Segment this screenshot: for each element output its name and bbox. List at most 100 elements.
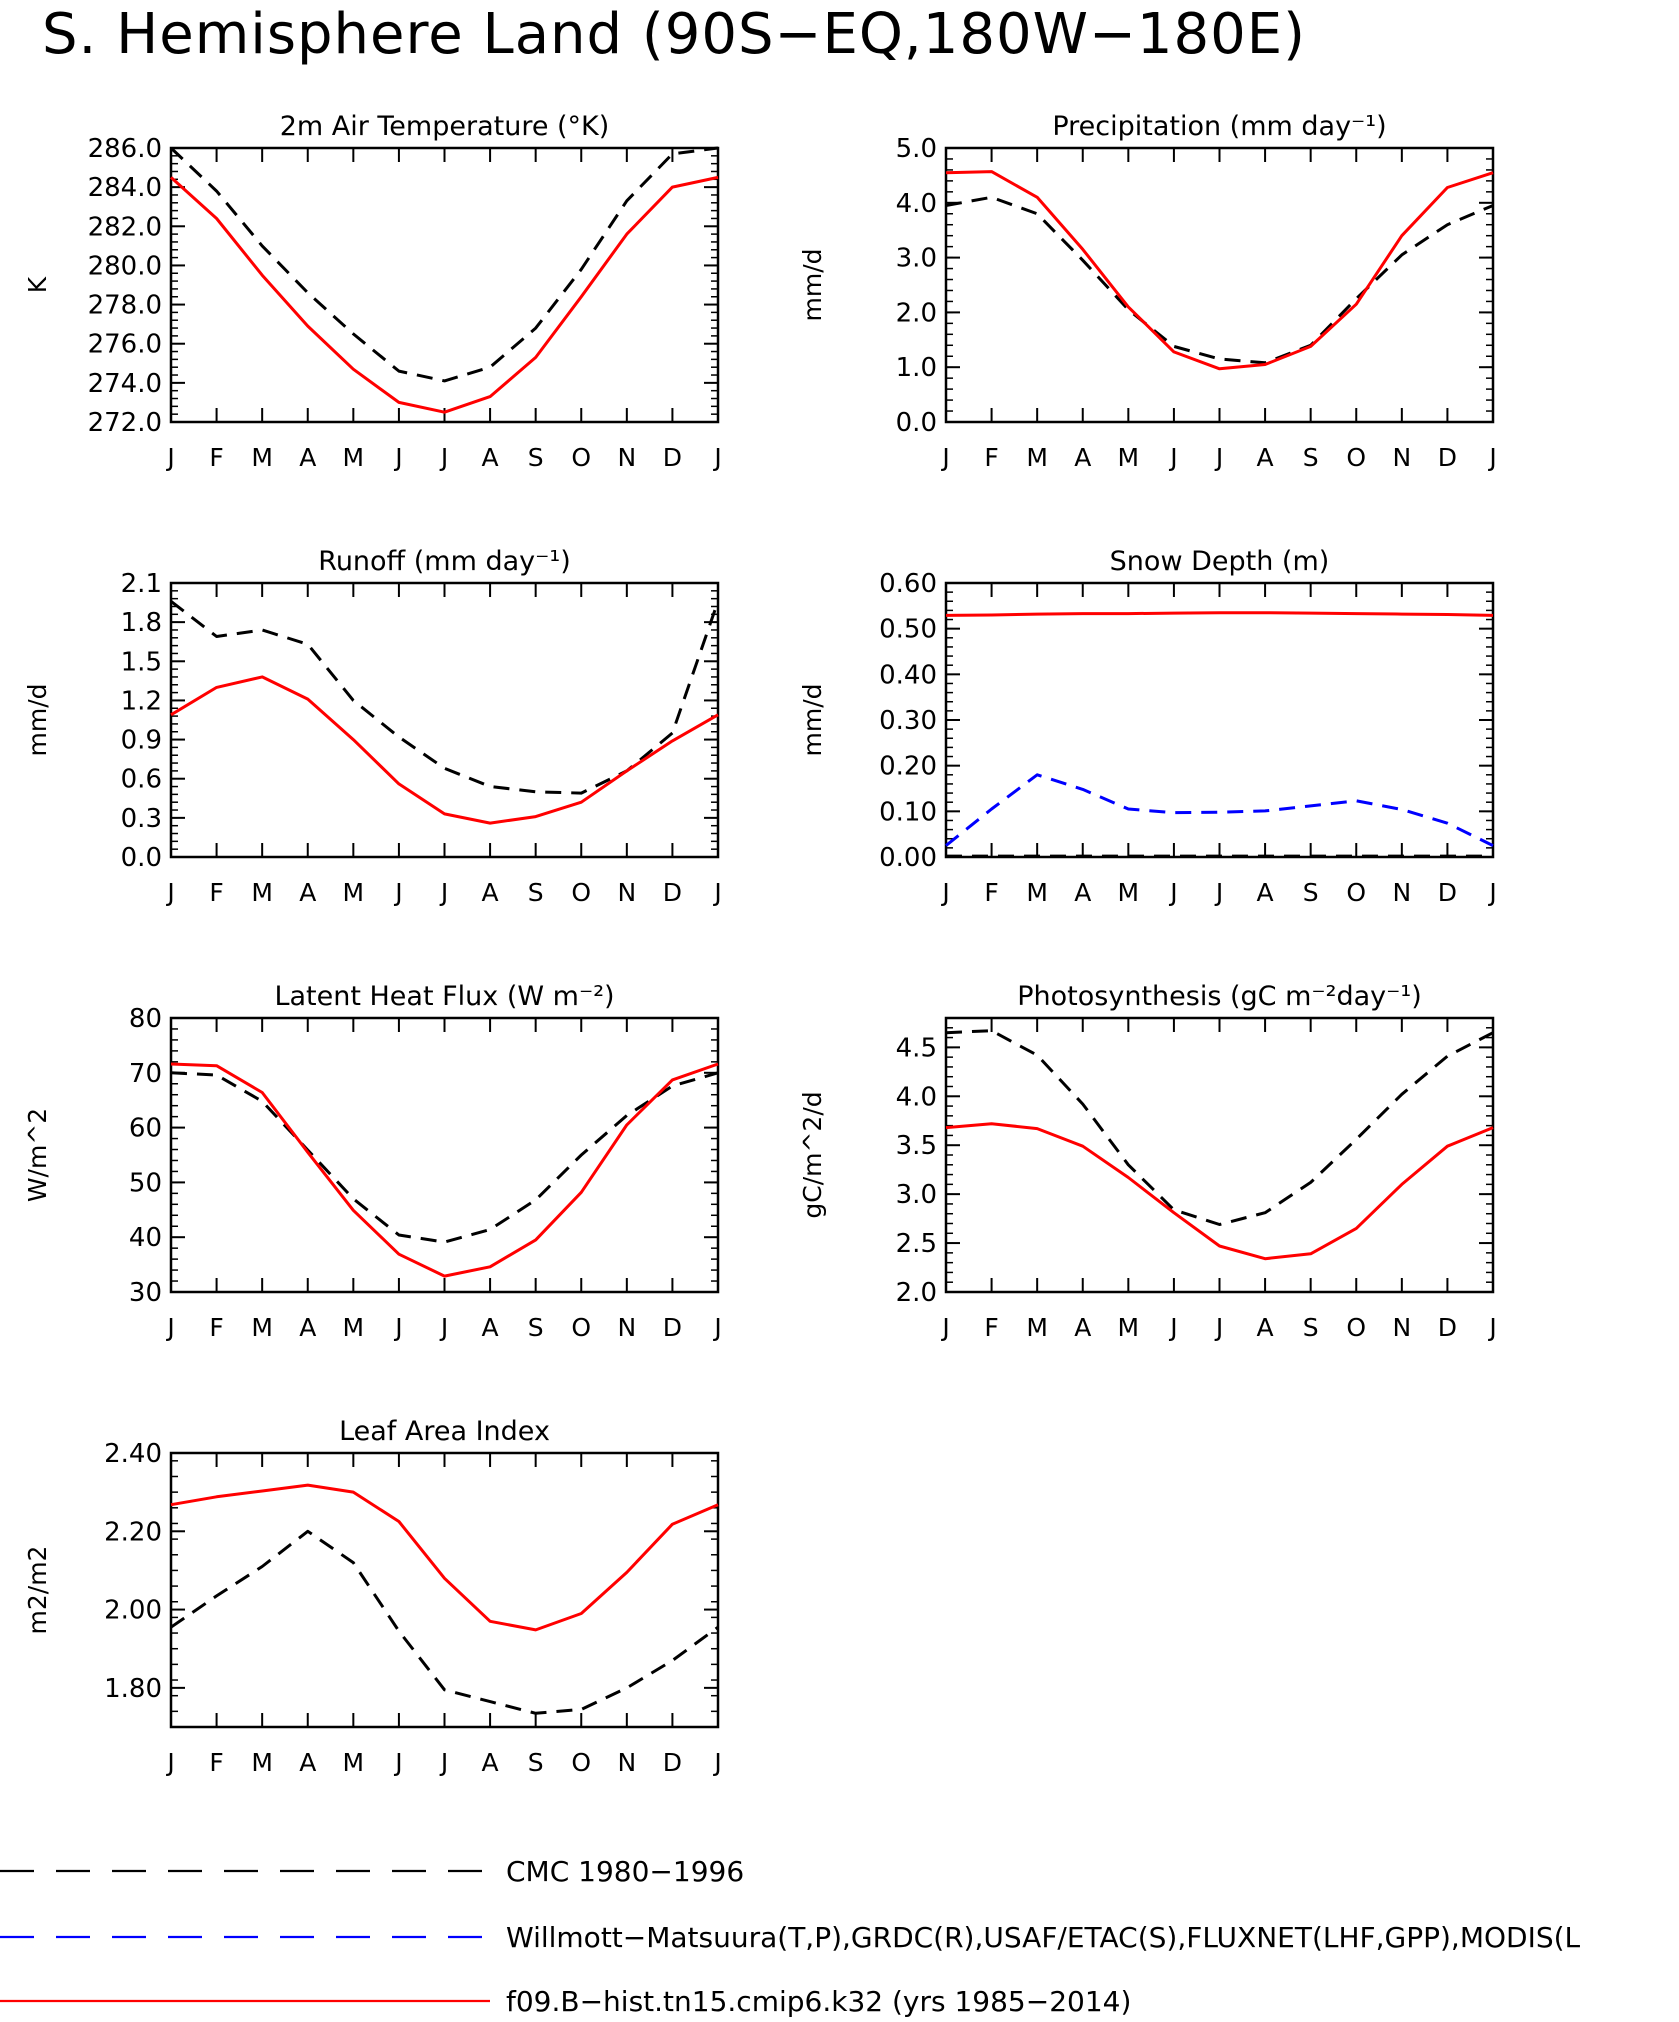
x-tick-label: D (1438, 443, 1457, 472)
x-tick-label: O (1346, 1313, 1366, 1342)
y-tick-label: 284.0 (88, 173, 162, 203)
x-tick-label: M (1026, 1313, 1048, 1342)
x-tick-label: F (209, 1748, 223, 1777)
y-tick-label: 2.20 (104, 1517, 162, 1547)
y-tick-label: 3.0 (896, 1180, 937, 1210)
chart-panel: Latent Heat Flux (W m⁻²) W/m^2 30 40 50 60 70 8… (23, 981, 722, 1342)
x-tick-label: A (299, 1748, 316, 1777)
x-tick-label: O (571, 878, 591, 907)
series-line (945, 773, 1494, 847)
x-tick-label: M (251, 443, 273, 472)
y-axis-label: m2/m2 (23, 1546, 52, 1635)
y-tick-label: 0.50 (879, 615, 937, 645)
y-tick-label: 4.0 (896, 189, 937, 219)
x-tick-label: S (1303, 1313, 1319, 1342)
series-line (945, 195, 1494, 365)
x-tick-label: M (1026, 878, 1048, 907)
y-tick-label: 278.0 (88, 291, 162, 321)
page-title: S. Hemisphere Land (90S−EQ,180W−180E) (42, 2, 1307, 67)
x-tick-label: J (1168, 1313, 1177, 1342)
x-tick-label: A (1257, 1313, 1274, 1342)
series-line (170, 1483, 719, 1632)
y-axis-label: W/m^2 (23, 1108, 52, 1202)
chart-panel: 2m Air Temperature (°K) K 272.0 274.0 276.0 2… (23, 111, 722, 472)
y-tick-label: 2.5 (896, 1229, 937, 1259)
y-tick-label: 0.9 (121, 726, 162, 756)
x-tick-label: J (1168, 443, 1177, 472)
x-tick-label: M (1118, 443, 1140, 472)
plot-frame (944, 146, 1495, 424)
x-tick-label: A (482, 1748, 499, 1777)
x-tick-label: M (343, 1748, 365, 1777)
plot-frame (169, 1451, 720, 1729)
x-tick-label: J (940, 443, 949, 472)
x-tick-label: M (251, 1313, 273, 1342)
plot-frame (169, 1016, 720, 1294)
x-tick-label: J (1168, 878, 1177, 907)
chart-title: Snow Depth (m) (1110, 546, 1330, 577)
y-tick-label: 30 (129, 1278, 162, 1308)
x-tick-label: F (209, 443, 223, 472)
legend: CMC 1980−1996 Willmott−Matsuura(T,P),GRDC… (0, 1855, 1581, 2018)
y-tick-label: 0.10 (879, 797, 937, 827)
y-tick-label: 282.0 (88, 212, 162, 242)
x-tick-label: S (528, 443, 544, 472)
y-tick-label: 274.0 (88, 369, 162, 399)
x-tick-label: N (617, 443, 636, 472)
y-tick-label: 5.0 (896, 134, 937, 164)
x-tick-label: J (712, 1313, 721, 1342)
x-tick-label: A (482, 1313, 499, 1342)
x-tick-label: S (528, 1313, 544, 1342)
x-tick-label: O (571, 1313, 591, 1342)
x-tick-label: M (343, 878, 365, 907)
y-axis-label: mm/d (798, 249, 827, 322)
x-tick-label: J (940, 878, 949, 907)
plot-frame (169, 581, 720, 859)
x-tick-label: A (1074, 1313, 1091, 1342)
x-tick-label: N (617, 878, 636, 907)
y-tick-label: 2.0 (896, 1278, 937, 1308)
x-tick-label: S (528, 1748, 544, 1777)
y-tick-label: 276.0 (88, 330, 162, 360)
chart-title: Photosynthesis (gC m⁻²day⁻¹) (1017, 981, 1421, 1012)
x-tick-label: D (663, 878, 682, 907)
x-tick-label: J (393, 1748, 402, 1777)
x-tick-label: F (984, 1313, 998, 1342)
chart-title: Latent Heat Flux (W m⁻²) (274, 981, 614, 1012)
x-tick-label: M (251, 1748, 273, 1777)
y-tick-label: 0.20 (879, 752, 937, 782)
x-tick-label: J (439, 1748, 448, 1777)
x-tick-label: D (663, 443, 682, 472)
x-tick-label: J (1214, 443, 1223, 472)
x-tick-label: D (1438, 1313, 1457, 1342)
x-tick-label: A (1257, 878, 1274, 907)
plot-frame (944, 1016, 1495, 1294)
chart-title: Precipitation (mm day⁻¹) (1052, 111, 1386, 142)
y-tick-label: 4.0 (896, 1082, 937, 1112)
x-tick-label: A (482, 878, 499, 907)
y-tick-label: 4.5 (896, 1033, 937, 1063)
y-tick-label: 3.0 (896, 244, 937, 274)
x-tick-label: J (712, 878, 721, 907)
x-tick-label: A (299, 443, 316, 472)
legend-label: f09.B−hist.tn15.cmip6.k32 (yrs 1985−2014… (506, 1985, 1131, 2018)
y-tick-label: 1.5 (121, 647, 162, 677)
x-tick-label: O (571, 1748, 591, 1777)
y-tick-label: 2.1 (121, 569, 162, 599)
x-tick-label: S (528, 878, 544, 907)
x-tick-label: A (482, 443, 499, 472)
x-tick-label: M (343, 1313, 365, 1342)
y-axis-label: mm/d (798, 684, 827, 757)
x-tick-label: J (165, 443, 174, 472)
x-tick-label: N (617, 1748, 636, 1777)
x-tick-label: J (439, 443, 448, 472)
series-line (169, 146, 719, 383)
series-line (170, 1062, 719, 1278)
y-axis-label: mm/d (23, 684, 52, 757)
y-tick-label: 80 (129, 1004, 162, 1034)
x-tick-label: M (343, 443, 365, 472)
x-tick-label: J (165, 878, 174, 907)
chart-panel: Precipitation (mm day⁻¹) mm/d 0.0 1.0 2.0 3.0… (798, 111, 1497, 472)
chart-title: Runoff (mm day⁻¹) (318, 546, 570, 577)
